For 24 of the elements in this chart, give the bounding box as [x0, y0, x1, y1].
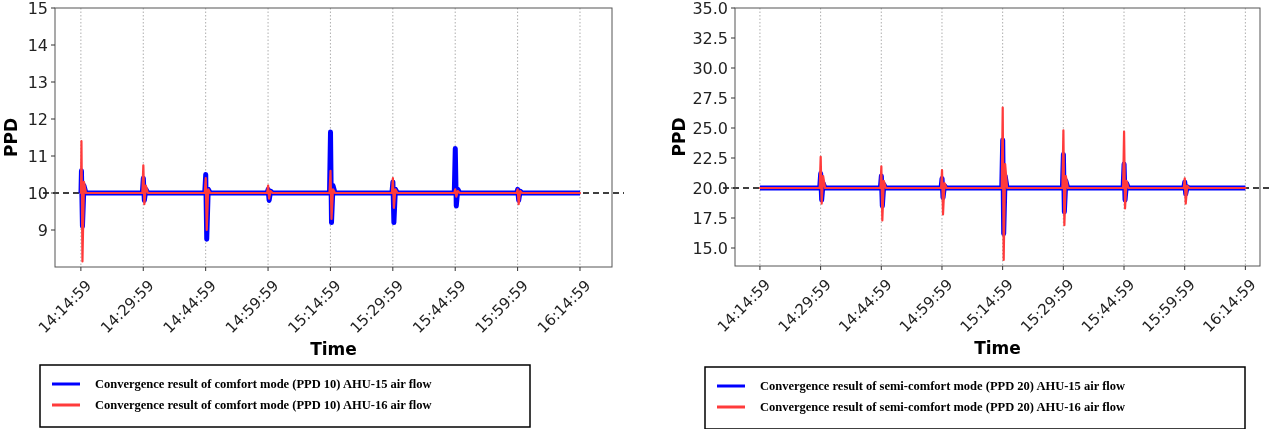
- y-tick-label: 25.0: [692, 118, 728, 138]
- legend-label: Convergence result of semi-comfort mode (PPD 20) AHU-16 air flow: [760, 400, 1126, 415]
- y-tick-label: 15.0: [692, 238, 728, 258]
- y-tick-label: 20.0: [692, 178, 728, 198]
- y-tick-label: 15: [27, 0, 48, 18]
- y-tick-label: 22.5: [692, 148, 728, 168]
- y-tick-label: 35.0: [692, 0, 728, 18]
- y-tick-label: 32.5: [692, 28, 728, 48]
- legend-label: Convergence result of comfort mode (PPD 10) AHU-15 air flow: [95, 377, 432, 392]
- y-axis-title: PPD: [669, 117, 689, 157]
- y-tick-label: 27.5: [692, 88, 728, 108]
- y-tick-label: 13: [27, 72, 48, 92]
- x-axis-title: Time: [310, 339, 357, 359]
- y-tick-label: 14: [27, 35, 48, 55]
- y-tick-label: 17.5: [692, 208, 728, 228]
- y-tick-label: 10: [27, 183, 48, 203]
- x-axis-title: Time: [974, 338, 1021, 358]
- legend-label: Convergence result of semi-comfort mode (PPD 20) AHU-15 air flow: [760, 379, 1126, 394]
- y-axis-title: PPD: [1, 117, 21, 158]
- y-tick-label: 12: [27, 109, 48, 129]
- y-tick-label: 11: [27, 146, 48, 166]
- legend-label: Convergence result of comfort mode (PPD 10) AHU-16 air flow: [95, 398, 432, 413]
- y-tick-label: 9: [37, 220, 48, 240]
- y-tick-label: 30.0: [692, 58, 728, 78]
